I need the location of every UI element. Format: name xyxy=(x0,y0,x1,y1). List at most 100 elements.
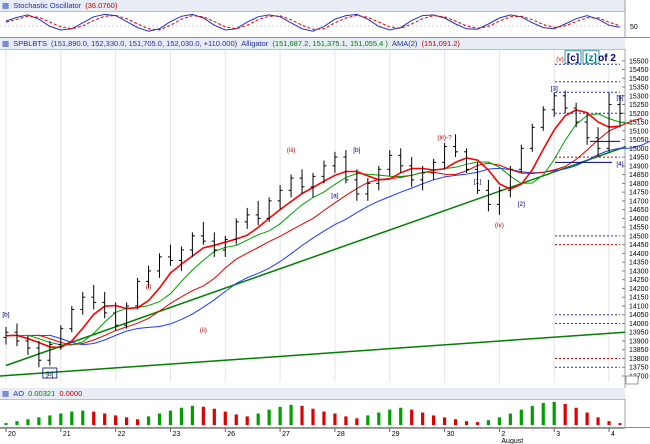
date-tick-label: 20 xyxy=(8,431,16,438)
ao-title: AO xyxy=(13,389,25,398)
ao-bar xyxy=(267,409,271,425)
stochastic-tick-50: 50 xyxy=(630,24,638,31)
price-tick-label: 15050 xyxy=(629,137,649,144)
ohlc-bar xyxy=(211,232,217,257)
ao-bar xyxy=(300,405,304,425)
ao-bar xyxy=(344,416,348,425)
price-tick-label: 15150 xyxy=(629,120,649,127)
ohlc-bar xyxy=(354,169,360,201)
ao-bar xyxy=(245,416,249,425)
price-tick-label: 14550 xyxy=(629,225,649,232)
ohlc-bar xyxy=(617,95,623,128)
price-panel: ▦ SPBLBTS (151,890.0, 152,330.0, 151,705… xyxy=(0,38,650,388)
price-tick-label: 13800 xyxy=(629,356,649,363)
ohlc-bar xyxy=(25,335,31,355)
alligator-values: (151,687.2, 151,375.1, 151,055.4 ) xyxy=(272,39,388,48)
date-tick-label: 3 xyxy=(556,431,560,438)
date-tick-label: 23 xyxy=(172,431,180,438)
ohlc-bar xyxy=(146,265,152,289)
ao-bar xyxy=(585,412,589,425)
ao-bar xyxy=(92,411,96,425)
price-icon: ▦ xyxy=(2,39,10,48)
price-tick-label: 14250 xyxy=(629,277,649,284)
price-tick-label: 14350 xyxy=(629,260,649,267)
wave-label: [2] xyxy=(518,201,525,208)
ohlc-bar xyxy=(255,200,261,226)
price-tick-label: 14500 xyxy=(629,233,649,240)
ohlc-bar xyxy=(464,148,469,173)
ohlc-bar xyxy=(91,284,97,310)
stochastic-d-line xyxy=(5,14,621,31)
ao-bar xyxy=(541,402,545,425)
stochastic-icon: ▦ xyxy=(2,1,10,10)
ohlc-bar xyxy=(113,302,119,331)
ohlc-bar xyxy=(288,174,294,198)
ama-value: (151,091.2) xyxy=(421,39,460,48)
ao-bar xyxy=(234,414,238,425)
ao-bar xyxy=(15,421,19,425)
trendline-main xyxy=(5,145,627,367)
ohlc-bar xyxy=(167,244,173,266)
ao-bar xyxy=(201,406,205,425)
ao-bar xyxy=(442,417,447,425)
wave-label-box xyxy=(582,50,600,65)
price-tick-label: 13750 xyxy=(629,365,649,372)
ohlc-bar xyxy=(36,340,42,368)
wave-label: (ii) xyxy=(200,327,207,334)
ohlc-bar xyxy=(3,326,9,345)
alligator-teeth-line xyxy=(27,117,643,346)
ao-bar xyxy=(475,422,480,425)
ohlc-bar xyxy=(606,92,612,152)
ao-bar xyxy=(464,421,469,425)
ohlc-bar xyxy=(157,253,162,278)
wave-label: (iv) xyxy=(495,222,504,229)
ao-bar xyxy=(146,416,151,425)
stochastic-plot: 50 xyxy=(0,0,650,38)
ao-bar xyxy=(410,409,414,425)
wave-label: [b] xyxy=(2,311,9,318)
wave-label: [1] xyxy=(474,178,481,185)
price-tick-label: 14750 xyxy=(629,190,649,197)
price-tick-label: 13850 xyxy=(629,347,649,354)
ohlc-bar xyxy=(178,246,184,271)
price-tick-label: 14000 xyxy=(629,321,649,328)
ohlc-bar xyxy=(14,323,20,347)
ao-bar xyxy=(59,413,63,425)
ao-bar xyxy=(190,405,194,425)
ao-header: ▦ AO 0.00321 0.0000 xyxy=(0,388,625,400)
ao-bar xyxy=(125,417,129,425)
stochastic-header: ▦ Stochastic Oscillator (36.0760) xyxy=(0,0,625,12)
date-month-label: August xyxy=(501,438,523,444)
ao-bar xyxy=(552,402,556,425)
price-tick-label: 15200 xyxy=(629,111,649,118)
price-tick-label: 15000 xyxy=(629,146,649,153)
wave-label: [c] xyxy=(567,53,579,64)
ao-bar xyxy=(289,404,293,425)
ao-bar xyxy=(37,417,41,425)
ao-bar xyxy=(432,415,436,425)
ao-bar xyxy=(81,410,85,425)
wave-label-box xyxy=(564,50,582,65)
price-header: ▦ SPBLBTS (151,890.0, 152,330.0, 151,705… xyxy=(0,38,625,50)
date-tick-label: 29 xyxy=(392,431,400,438)
ohlc-bar xyxy=(420,165,426,191)
trendline-lower xyxy=(0,331,626,377)
ohlc-bar xyxy=(595,127,601,158)
ohlc-bar xyxy=(540,106,546,131)
stochastic-panel: ▦ Stochastic Oscillator (36.0760) 50 xyxy=(0,0,650,38)
ohlc-bar xyxy=(518,144,524,173)
price-tick-label: 14700 xyxy=(629,198,649,205)
stochastic-value: (36.0760) xyxy=(85,1,118,10)
wave-label: [z] xyxy=(585,53,597,64)
ao-bar xyxy=(618,423,622,425)
ohlc-bar xyxy=(573,102,579,128)
ohlc-bar xyxy=(80,291,86,315)
ohlc-bar xyxy=(343,150,349,184)
ohlc-bar xyxy=(135,277,141,310)
price-tick-label: 14600 xyxy=(629,216,649,223)
ao-bar xyxy=(607,421,611,425)
price-tick-label: 15350 xyxy=(629,85,649,92)
price-tick-label: 15500 xyxy=(629,58,649,65)
price-tick-label: 15300 xyxy=(629,93,649,100)
ao-bar xyxy=(223,411,227,425)
